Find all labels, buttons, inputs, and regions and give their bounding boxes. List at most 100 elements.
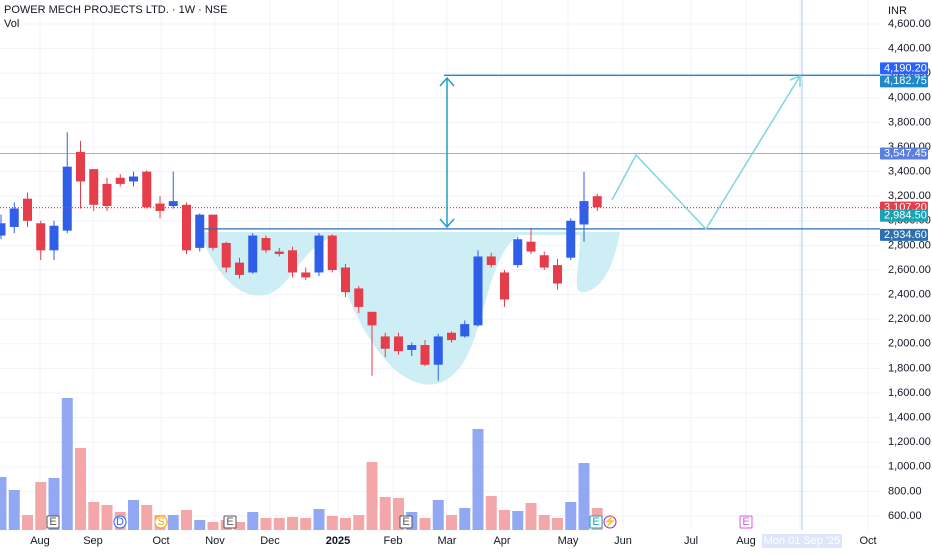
price-tag <box>880 62 928 75</box>
volume-bar <box>247 512 259 530</box>
y-tick-label: 3,800.00 <box>888 116 931 128</box>
candle-body <box>566 220 576 258</box>
event-label: E <box>742 516 749 528</box>
candle-body <box>23 198 32 221</box>
volume-bar <box>22 515 33 530</box>
candle-body <box>168 201 178 207</box>
price-tag <box>880 75 928 88</box>
candle-body <box>142 171 152 208</box>
event-marker <box>154 515 168 529</box>
volume-bar <box>538 515 550 530</box>
y-tick-label: 1,000.00 <box>888 461 931 473</box>
volume-bar <box>353 515 365 530</box>
candle-body <box>473 256 483 326</box>
volume-bar <box>287 517 298 530</box>
x-tick-label: Oct <box>859 535 876 547</box>
candle-body <box>433 336 443 365</box>
candle-body <box>314 235 324 273</box>
arrow-heads <box>439 76 455 229</box>
x-tick-label: Mar <box>438 535 457 547</box>
volume-bar <box>167 515 179 530</box>
x-tick-label: Aug <box>30 535 50 547</box>
volume-bar <box>578 463 590 530</box>
volume-bar <box>446 515 457 530</box>
volume-bar <box>366 462 378 530</box>
plot <box>0 74 880 530</box>
event-marker <box>113 515 127 529</box>
candle-body <box>327 235 337 270</box>
volume-bar <box>525 503 537 530</box>
x-tick-label: May <box>558 535 579 547</box>
volume-bar <box>234 522 245 530</box>
candle-body <box>526 241 536 252</box>
y-tick-label: 3,400.00 <box>888 166 931 178</box>
volume-bar <box>141 505 153 530</box>
candle-body <box>513 239 523 266</box>
candle-body <box>155 203 165 211</box>
candle-body <box>261 238 271 251</box>
candle-body <box>341 267 350 293</box>
x-tick-label: Sep <box>83 535 103 547</box>
x-tick-label: Feb <box>384 535 403 547</box>
volume-bar <box>485 496 497 530</box>
candle-body <box>0 223 6 236</box>
candle-body <box>129 176 138 182</box>
event-marker <box>603 515 617 529</box>
axis-layer: 4,600.004,400.004,200.004,000.003,800.00… <box>30 18 931 548</box>
volume-bar <box>472 429 484 530</box>
volume-bar <box>326 516 338 530</box>
volume-bar <box>128 500 139 530</box>
volume-bar <box>552 518 563 530</box>
event-label: E <box>592 516 599 528</box>
y-tick-label: 600.00 <box>888 510 922 522</box>
candle-body <box>235 262 244 275</box>
volume-bar <box>48 478 60 530</box>
cup-pattern <box>200 232 620 385</box>
volume-bar <box>393 498 404 530</box>
chart-title: POWER MECH PROJECTS LTD. · 1W · NSE <box>4 4 227 16</box>
volume-bar <box>565 502 577 530</box>
volume-bar <box>194 520 206 530</box>
candle-body <box>553 265 562 284</box>
y-tick-label: 2,000.00 <box>888 338 931 350</box>
volume-bar <box>419 518 431 530</box>
candle-body <box>592 196 602 208</box>
volume-bar <box>101 505 113 530</box>
volume-bar <box>8 490 20 530</box>
y-tick-label: 800.00 <box>888 485 922 497</box>
candle-body <box>62 166 72 231</box>
y-tick-label: 1,600.00 <box>888 387 931 399</box>
candle-body <box>49 225 59 251</box>
projection-path <box>611 74 801 231</box>
x-tick-label: Jun <box>614 535 632 547</box>
price-tag-label: 4,190.20 <box>884 62 927 74</box>
candle-body <box>579 201 589 225</box>
y-tick-label: 1,800.00 <box>888 362 931 374</box>
candle-body <box>288 250 297 273</box>
crosshair-tag <box>762 534 842 548</box>
volume-bar <box>207 522 219 530</box>
volume-bar <box>61 398 73 530</box>
candle-body <box>76 151 85 182</box>
candle-body <box>36 223 46 251</box>
candle-body <box>407 345 417 350</box>
price-axis <box>880 0 932 550</box>
x-tick-label: Jul <box>684 535 698 547</box>
candle-body <box>102 183 112 207</box>
candle-body <box>486 256 496 266</box>
y-tick-label: 4,000.00 <box>888 92 931 104</box>
y-tick-label: 3,200.00 <box>888 190 931 202</box>
y-tick-label: 1,400.00 <box>888 412 931 424</box>
event-label: ⚡ <box>603 515 617 528</box>
y-tick-label: 4,400.00 <box>888 43 931 55</box>
price-tag <box>880 147 928 160</box>
candle-body <box>354 288 364 307</box>
x-tick-label: Apr <box>493 535 510 547</box>
event-label: S <box>157 516 164 528</box>
event-label: E <box>49 516 56 528</box>
y-tick-label: 4,600.00 <box>888 18 931 30</box>
event-marker <box>223 515 237 529</box>
event-label: E <box>402 516 409 528</box>
y-tick-label: 1,200.00 <box>888 436 931 448</box>
